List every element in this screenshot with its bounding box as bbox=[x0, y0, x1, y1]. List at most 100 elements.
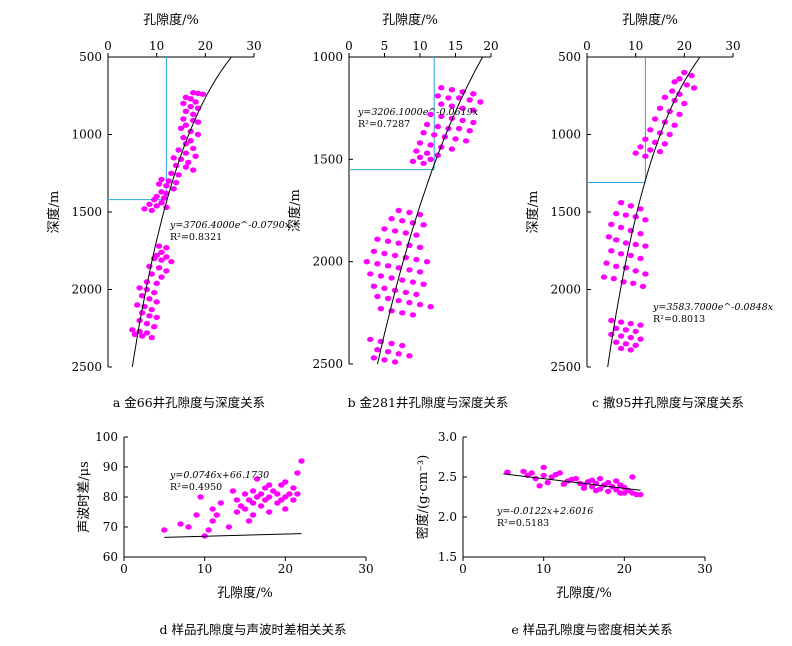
data-point bbox=[420, 160, 427, 167]
data-point bbox=[233, 509, 241, 515]
data-point bbox=[194, 119, 202, 125]
data-point bbox=[637, 336, 644, 342]
x-tick-label: 0 bbox=[104, 39, 112, 53]
data-point bbox=[193, 512, 200, 518]
data-point bbox=[177, 521, 184, 527]
data-point bbox=[294, 491, 301, 497]
data-point bbox=[388, 340, 395, 347]
fit-equation: y=-0.0122x+2.6016 bbox=[496, 506, 593, 517]
data-point bbox=[470, 119, 477, 126]
data-point bbox=[391, 252, 399, 259]
data-point bbox=[617, 345, 625, 352]
data-point bbox=[448, 103, 456, 109]
data-point bbox=[170, 186, 177, 192]
data-point bbox=[205, 527, 212, 533]
data-point bbox=[129, 327, 136, 333]
y-tick-label: 1500 bbox=[550, 205, 581, 219]
data-point bbox=[274, 491, 281, 497]
data-point bbox=[409, 279, 417, 285]
data-point bbox=[290, 497, 297, 503]
data-point bbox=[148, 306, 155, 313]
data-point bbox=[158, 176, 165, 183]
data-point bbox=[617, 333, 625, 339]
data-point bbox=[455, 125, 463, 132]
y-axis-label: 深度/m bbox=[525, 191, 541, 234]
data-point bbox=[170, 155, 177, 161]
data-point bbox=[395, 240, 402, 246]
data-point bbox=[391, 359, 399, 365]
data-point bbox=[163, 268, 170, 274]
data-point bbox=[286, 491, 293, 497]
data-point bbox=[158, 200, 165, 206]
data-point bbox=[182, 164, 190, 170]
data-point bbox=[423, 150, 431, 156]
data-point bbox=[158, 189, 165, 195]
y-tick-label: 1.5 bbox=[438, 550, 457, 564]
data-point bbox=[466, 97, 473, 103]
data-point bbox=[249, 512, 257, 518]
data-point bbox=[681, 69, 688, 76]
data-point bbox=[158, 257, 165, 263]
data-point bbox=[363, 259, 370, 265]
data-point bbox=[613, 210, 620, 217]
data-point bbox=[402, 289, 409, 296]
data-point bbox=[637, 322, 644, 328]
data-point bbox=[596, 475, 604, 482]
data-point bbox=[160, 195, 168, 201]
data-point bbox=[158, 249, 165, 255]
data-point bbox=[384, 238, 392, 244]
data-point bbox=[632, 150, 639, 156]
data-point bbox=[688, 72, 695, 79]
data-point bbox=[395, 207, 402, 214]
data-point bbox=[588, 483, 596, 490]
data-point bbox=[406, 267, 413, 273]
data-point bbox=[459, 105, 466, 111]
data-point bbox=[190, 145, 197, 152]
data-point bbox=[192, 99, 199, 105]
data-point bbox=[427, 111, 434, 118]
data-point bbox=[370, 355, 378, 361]
data-point bbox=[374, 347, 381, 353]
data-point bbox=[622, 327, 630, 333]
data-point bbox=[642, 153, 649, 159]
trend-line bbox=[377, 56, 484, 365]
data-point bbox=[528, 470, 535, 476]
trend-line bbox=[503, 473, 641, 491]
data-point bbox=[427, 304, 434, 310]
x-tick-label: 10 bbox=[197, 562, 212, 576]
data-point bbox=[266, 494, 273, 500]
data-point bbox=[153, 203, 160, 209]
data-point bbox=[627, 252, 634, 259]
panel-caption: b 金281井孔隙度与深度关系 bbox=[348, 395, 509, 410]
data-point bbox=[651, 116, 659, 122]
data-point bbox=[639, 283, 647, 290]
data-point bbox=[377, 306, 385, 312]
data-point bbox=[374, 236, 381, 242]
data-point bbox=[438, 85, 445, 91]
data-point bbox=[402, 230, 409, 236]
y-tick-label: 2000 bbox=[550, 283, 581, 297]
data-point bbox=[605, 234, 613, 240]
data-point bbox=[180, 116, 187, 122]
data-point bbox=[627, 203, 634, 209]
x-tick-label: 10 bbox=[628, 39, 643, 53]
x-tick-label: 20 bbox=[617, 562, 632, 576]
data-point bbox=[637, 144, 644, 150]
data-point bbox=[627, 347, 634, 353]
data-point bbox=[175, 172, 182, 178]
data-point bbox=[669, 88, 676, 94]
y-tick-label: 2500 bbox=[550, 360, 581, 374]
data-point bbox=[381, 226, 388, 232]
x-tick-label: 10 bbox=[536, 562, 551, 576]
x-axis-label: 孔隙度/% bbox=[622, 12, 678, 28]
data-point bbox=[151, 196, 158, 203]
data-point bbox=[431, 132, 438, 138]
data-point bbox=[613, 263, 620, 269]
data-point bbox=[388, 275, 395, 281]
data-point bbox=[676, 76, 683, 82]
y-tick-label: 2.5 bbox=[438, 470, 457, 484]
x-tick-label: 30 bbox=[725, 39, 740, 53]
data-point bbox=[146, 313, 153, 319]
data-point bbox=[413, 232, 420, 238]
data-point bbox=[229, 488, 237, 494]
